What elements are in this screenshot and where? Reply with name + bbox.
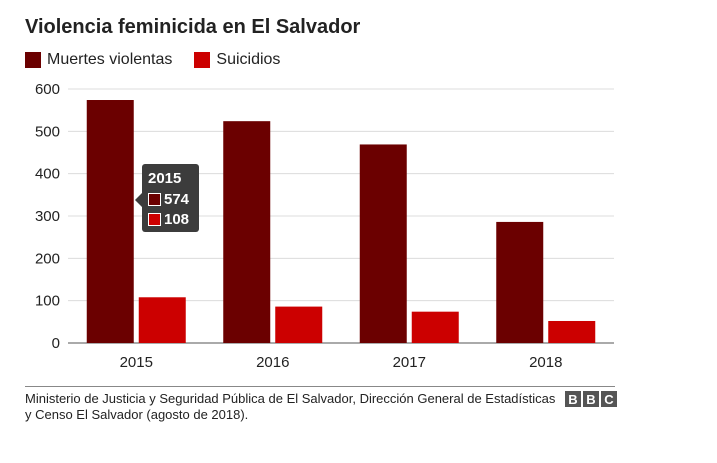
y-tick-label: 300	[35, 208, 60, 225]
x-tick-label: 2015	[120, 354, 153, 371]
y-tick-label: 200	[35, 250, 60, 267]
legend: Muertes violentas Suicidios	[25, 51, 302, 69]
bar-violent-deaths-2016[interactable]	[223, 121, 271, 343]
tooltip-swatch-violent	[148, 193, 161, 206]
source-divider	[25, 386, 615, 387]
y-tick-label: 400	[35, 166, 60, 183]
bar-suicides-2018[interactable]	[548, 320, 596, 343]
y-tick-label: 600	[35, 81, 60, 98]
y-tick-label: 500	[35, 123, 60, 140]
bar-suicides-2016[interactable]	[275, 306, 323, 343]
tooltip-swatch-suicides	[148, 213, 161, 226]
x-tick-label: 2017	[393, 354, 426, 371]
bbc-logo-letter: B	[583, 391, 599, 407]
y-tick-label: 0	[52, 335, 60, 352]
tooltip-row-violent: 574	[148, 191, 189, 208]
legend-item-violent-deaths[interactable]: Muertes violentas	[25, 51, 172, 69]
legend-swatch-violent-deaths	[25, 52, 41, 68]
tooltip: 2015 574 108	[135, 164, 199, 232]
bar-violent-deaths-2017[interactable]	[359, 144, 407, 343]
legend-item-suicides[interactable]: Suicidios	[194, 51, 280, 69]
legend-swatch-suicides	[194, 52, 211, 68]
bar-violent-deaths-2018[interactable]	[496, 221, 544, 343]
legend-label-suicides: Suicidios	[216, 51, 281, 68]
tooltip-value-suicides: 108	[164, 211, 190, 228]
bar-suicides-2015[interactable]	[138, 297, 186, 343]
bar-violent-deaths-2015[interactable]	[86, 100, 134, 343]
tooltip-year: 2015	[148, 170, 182, 187]
bbc-logo: B B C	[565, 391, 619, 407]
legend-label-violent-deaths: Muertes violentas	[47, 51, 173, 68]
chart-title: Violencia feminicida en El Salvador	[25, 16, 361, 38]
bar-suicides-2017[interactable]	[411, 311, 459, 343]
tooltip-row-suicides: 108	[148, 211, 189, 228]
bbc-logo-letter: B	[565, 391, 581, 407]
y-tick-label: 100	[35, 293, 60, 310]
tooltip-value-violent: 574	[164, 191, 190, 208]
x-tick-label: 2018	[529, 354, 562, 371]
x-tick-label: 2016	[256, 354, 289, 371]
bbc-logo-letter: C	[601, 391, 617, 407]
source-note: Ministerio de Justicia y Seguridad Públi…	[25, 391, 556, 422]
